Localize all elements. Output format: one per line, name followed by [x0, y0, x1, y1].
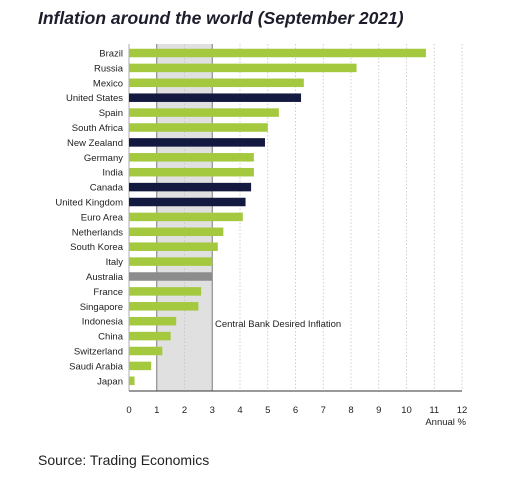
x-tick-label: 9 — [376, 405, 381, 416]
bar-netherlands — [129, 227, 224, 237]
category-label: Spain — [99, 108, 123, 119]
bar-russia — [129, 63, 357, 73]
bar-australia — [129, 272, 213, 281]
category-label: France — [93, 287, 123, 298]
category-label: Japan — [97, 376, 123, 387]
category-label: Germany — [84, 153, 123, 164]
x-tick-label: 7 — [321, 405, 326, 416]
x-tick-label: 5 — [265, 405, 270, 416]
category-label: Italy — [106, 257, 124, 268]
category-label: United Kingdom — [55, 198, 123, 209]
category-label: South Korea — [70, 242, 124, 253]
bar-indonesia — [129, 316, 177, 326]
category-label: Brazil — [99, 49, 123, 60]
x-tick-label: 10 — [401, 405, 412, 416]
category-label: United States — [66, 93, 123, 104]
bar-brazil — [129, 48, 426, 58]
x-tick-label: 11 — [429, 405, 439, 416]
category-label: Canada — [90, 183, 124, 194]
bar-germany — [129, 153, 254, 162]
bar-new-zealand — [129, 138, 265, 147]
bar-spain — [129, 108, 279, 117]
x-tick-label: 2 — [182, 405, 187, 416]
category-label: South Africa — [72, 123, 124, 134]
x-tick-label: 0 — [126, 405, 131, 416]
bar-united-kingdom — [129, 197, 246, 207]
x-tick-label: 1 — [154, 405, 159, 416]
band-label: Central Bank Desired Inflation — [215, 319, 341, 330]
category-label: Euro Area — [81, 212, 124, 223]
category-label: India — [102, 168, 123, 179]
category-label: Australia — [86, 272, 124, 283]
bar-south-korea — [129, 242, 218, 251]
category-label: Indonesia — [82, 317, 124, 328]
bar-united-states — [129, 93, 302, 102]
bar-switzerland — [129, 346, 163, 356]
bar-mexico — [129, 78, 304, 88]
bar-canada — [129, 182, 252, 192]
category-label: Netherlands — [72, 227, 123, 238]
bar-china — [129, 331, 171, 341]
bar-south-africa — [129, 123, 268, 132]
x-tick-label: 12 — [457, 405, 468, 416]
x-tick-label: 3 — [210, 405, 215, 416]
category-label: Mexico — [93, 78, 123, 89]
x-tick-label: 4 — [237, 405, 242, 416]
x-tick-label: 6 — [293, 405, 298, 416]
category-label: Switzerland — [74, 347, 123, 358]
category-label: Singapore — [80, 302, 123, 313]
bar-india — [129, 167, 254, 177]
bar-singapore — [129, 302, 199, 311]
x-axis-label: Annual % — [425, 417, 466, 428]
source-note: Source: Trading Economics — [38, 452, 210, 468]
bar-japan — [129, 376, 135, 386]
chart-title: Inflation around the world (September 20… — [38, 8, 404, 28]
bar-euro-area — [129, 212, 243, 222]
category-label: Saudi Arabia — [69, 361, 124, 372]
bar-france — [129, 287, 202, 296]
category-label: China — [98, 332, 124, 343]
category-label: Russia — [94, 63, 124, 74]
bar-saudi-arabia — [129, 361, 152, 371]
bar-italy — [129, 257, 213, 266]
category-label: New Zealand — [67, 138, 123, 149]
x-tick-label: 8 — [348, 405, 353, 416]
